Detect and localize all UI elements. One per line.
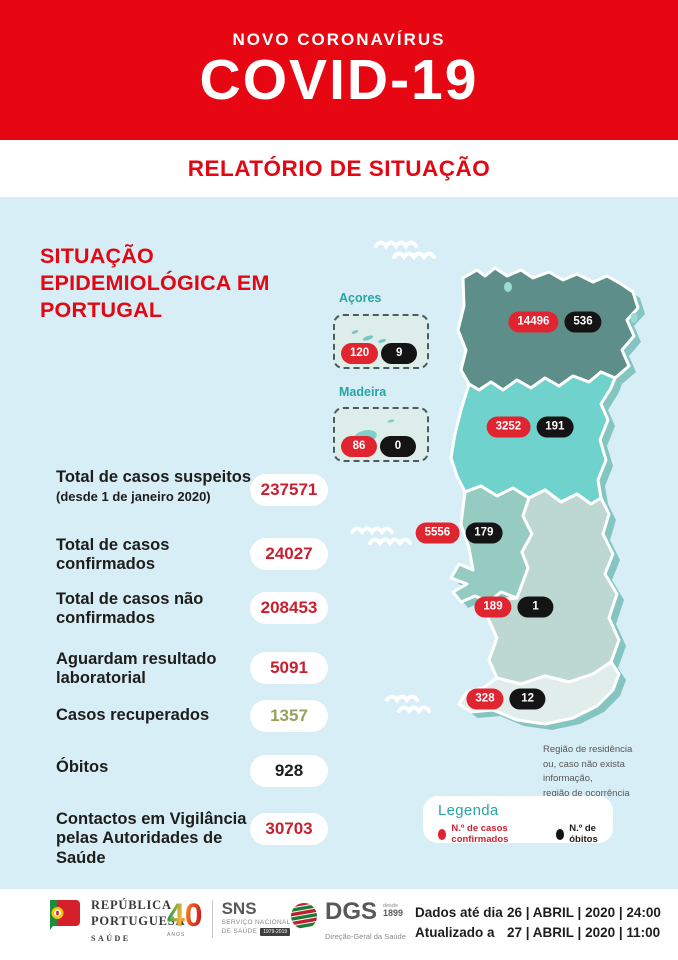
stat-label-contactos: Contactos em Vigilância pelas Autoridade… xyxy=(56,810,247,867)
portugal-map-svg xyxy=(449,266,645,730)
stat-label-suspeitos: Total de casos suspeitos (desde 1 de jan… xyxy=(56,468,262,507)
sns-text-block: SNS SERVIÇO NACIONAL DE SAÚDE 1979-2019 xyxy=(222,900,291,936)
map-region-centro xyxy=(449,370,617,506)
sns-40-number-block: 40 ANOS xyxy=(167,899,203,938)
date-value-data-until: 26 | ABRIL | 2020 | 24:00 xyxy=(507,905,661,920)
inset-label-madeira: Madeira xyxy=(339,385,387,399)
acores-deaths-badge: 9 xyxy=(381,343,418,364)
stat-label-aguardam: Aguardam resultado laboratorial xyxy=(56,650,217,688)
legend: Legenda N.º de casos confirmados N.º de … xyxy=(423,796,613,845)
dgs-year: 1899 xyxy=(383,908,404,918)
stat-value-confirmados: 24027 xyxy=(250,538,328,570)
portugal-map: 14496 536 3252 191 5556 179 189 1 328 12 xyxy=(405,262,645,742)
legend-item-confirmed: N.º de casos confirmados xyxy=(438,823,540,845)
madeira-confirmed-badge: 86 xyxy=(341,436,377,457)
page-title: COVID-19 xyxy=(199,48,479,112)
sns-name: SNS xyxy=(221,899,257,919)
inset-label-acores: Açores xyxy=(339,291,382,305)
dgs-desde: desde xyxy=(383,903,399,909)
wave-decoration xyxy=(350,526,412,547)
sns-anos-label: ANOS xyxy=(167,932,186,938)
subtitle-band: RELATÓRIO DE SITUAÇÃO xyxy=(0,140,678,197)
centro-confirmed-badge: 3252 xyxy=(486,416,531,438)
sns-40-number: 40 xyxy=(167,897,203,933)
report-dates: Dados até dia 26 | ABRIL | 2020 | 24:00 … xyxy=(415,905,661,940)
lvt-confirmed-badge: 5556 xyxy=(415,522,460,544)
stat-label-nao-confirmados: Total de casos não confirmados xyxy=(56,590,204,628)
stat-label-confirmados: Total de casos confirmados xyxy=(56,536,170,574)
map-badges-alentejo: 189 1 xyxy=(474,596,554,618)
sns-years-badge: 1979-2019 xyxy=(260,927,291,936)
alentejo-deaths-badge: 1 xyxy=(517,596,554,618)
map-badges-centro: 3252 191 xyxy=(486,416,574,438)
stat-value-nao-confirmados: 208453 xyxy=(250,592,328,624)
alentejo-confirmed-badge: 189 xyxy=(474,596,512,618)
main-panel: SITUAÇÃO EPIDEMIOLÓGICA EM PORTUGAL Tota… xyxy=(0,197,678,889)
norte-deaths-badge: 536 xyxy=(564,311,602,333)
wave-decoration xyxy=(374,240,436,261)
algarve-confirmed-badge: 328 xyxy=(466,688,504,710)
sns-40-logo: 40 ANOS SNS SERVIÇO NACIONAL DE SAÚDE 19… xyxy=(167,899,291,938)
sns-desc-row: DE SAÚDE 1979-2019 xyxy=(222,927,291,936)
map-badges-algarve: 328 12 xyxy=(466,688,546,710)
date-label-data-until: Dados até dia xyxy=(415,905,503,920)
stat-value-contactos: 30703 xyxy=(250,813,328,845)
sns-desc-line2: DE SAÚDE xyxy=(221,928,258,936)
inset-box-madeira: 86 0 xyxy=(333,407,429,462)
norte-confirmed-badge: 14496 xyxy=(508,311,559,333)
coast-islet xyxy=(630,313,638,323)
stat-label-text: Total de casos suspeitos xyxy=(56,468,252,486)
dgs-subtitle: Direção-Geral da Saúde xyxy=(325,932,406,941)
portugal-flag-icon xyxy=(50,900,80,930)
dgs-sphere-icon xyxy=(289,901,319,930)
stat-value-recuperados: 1357 xyxy=(250,700,328,732)
sns-desc-line1: SERVIÇO NACIONAL xyxy=(221,919,291,927)
republica-line1: REPÚBLICA xyxy=(91,898,172,912)
dgs-name: DGS xyxy=(325,898,378,925)
date-value-updated: 27 | ABRIL | 2020 | 11:00 xyxy=(507,925,661,940)
dgs-since-block: desde 1899 xyxy=(383,903,403,918)
coast-islet xyxy=(504,282,512,292)
republica-line2: PORTUGUESA xyxy=(91,913,186,928)
header-banner: NOVO CORONAVÍRUS COVID-19 xyxy=(0,0,678,140)
header-eyebrow: NOVO CORONAVÍRUS xyxy=(232,30,446,49)
date-label-updated: Atualizado a xyxy=(415,925,495,940)
acores-confirmed-badge: 120 xyxy=(341,343,379,364)
stat-value-aguardam: 5091 xyxy=(250,652,328,684)
stat-value-obitos: 928 xyxy=(250,755,328,787)
republica-saude: SAÚDE xyxy=(91,934,131,944)
inset-box-acores: 120 9 xyxy=(333,314,429,369)
acores-badges: 120 9 xyxy=(341,343,418,364)
map-region-lisboa-vale-do-tejo xyxy=(449,484,534,604)
sns-divider xyxy=(211,899,213,938)
stat-label-obitos: Óbitos xyxy=(56,758,109,776)
stat-value-suspeitos: 237571 xyxy=(250,474,328,506)
madeira-badges: 86 0 xyxy=(341,436,416,457)
confirmed-dot-icon xyxy=(438,828,447,840)
legend-item-deaths: N.º de óbitos xyxy=(555,823,613,845)
dgs-logo: DGS desde 1899 Direção-Geral da Saúde xyxy=(289,898,406,941)
legend-confirmed-label: N.º de casos confirmados xyxy=(451,823,509,845)
section-title: SITUAÇÃO EPIDEMIOLÓGICA EM PORTUGAL xyxy=(40,244,270,322)
dgs-row: DGS desde 1899 xyxy=(289,898,406,931)
legend-deaths-label: N.º de óbitos xyxy=(569,823,598,845)
stat-label-recuperados: Casos recuperados xyxy=(56,706,210,724)
legend-title: Legenda xyxy=(438,802,499,819)
wave-decoration xyxy=(385,694,431,715)
algarve-deaths-badge: 12 xyxy=(509,688,546,710)
map-badges-norte: 14496 536 xyxy=(508,311,602,333)
report-subtitle: RELATÓRIO DE SITUAÇÃO xyxy=(187,155,491,181)
map-badges-lisboa-vale-do-tejo: 5556 179 xyxy=(415,522,503,544)
republica-text: REPÚBLICA PORTUGUESA SAÚDE xyxy=(91,898,185,943)
lvt-deaths-badge: 179 xyxy=(465,522,503,544)
legend-items: N.º de casos confirmados N.º de óbitos xyxy=(438,823,613,845)
republica-portuguesa-logo: REPÚBLICA PORTUGUESA SAÚDE xyxy=(44,898,185,943)
stat-label-suffix: (desde 1 de janeiro 2020) xyxy=(56,489,211,505)
madeira-deaths-badge: 0 xyxy=(380,436,416,457)
deaths-dot-icon xyxy=(555,828,565,840)
footer: REPÚBLICA PORTUGUESA SAÚDE 40 ANOS SNS S… xyxy=(0,889,678,960)
centro-deaths-badge: 191 xyxy=(536,416,574,438)
residence-note: Região de residência ou, caso não exista… xyxy=(543,744,633,800)
